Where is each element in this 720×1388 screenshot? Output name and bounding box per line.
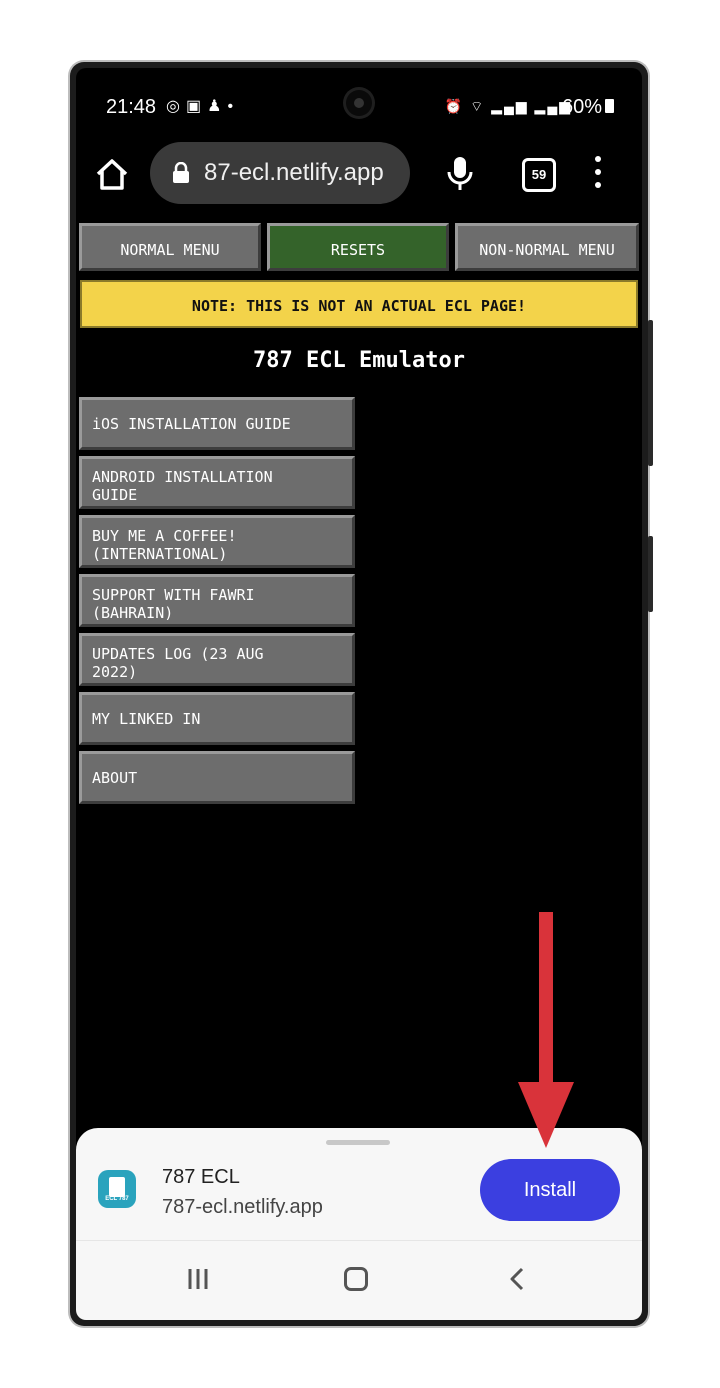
menu-item-label: iOS INSTALLATION GUIDE (92, 415, 291, 433)
install-button[interactable]: Install (480, 1159, 620, 1221)
battery-icon (605, 99, 614, 113)
normal-menu-button[interactable]: NORMAL MENU (79, 223, 261, 271)
battery-percent: 60% (561, 96, 602, 118)
menu-item-ios-guide[interactable]: iOS INSTALLATION GUIDE (79, 397, 355, 450)
instagram-icon: ◎ (166, 98, 186, 115)
menu-item-linkedin[interactable]: MY LINKED IN (79, 692, 355, 745)
wifi-icon: ⌔ (470, 98, 486, 114)
phone-screen: 21:48 ◎▣♟• ⏰ ⌔ ▂▄▆ ▂▄▆ 60% 87-ecl.netlif… (76, 68, 642, 1320)
power-button (648, 536, 653, 612)
non-normal-menu-button[interactable]: NON-NORMAL MENU (455, 223, 639, 271)
install-sheet: ECL 787 787 ECL 787-ecl.netlify.app Inst… (76, 1128, 642, 1320)
menu-item-about[interactable]: ABOUT (79, 751, 355, 804)
menu-item-label: 2022) (92, 663, 138, 681)
notification-icons: ◎▣♟• (166, 96, 239, 116)
resets-button[interactable]: RESETS (267, 223, 449, 271)
nav-home-icon[interactable] (344, 1267, 368, 1291)
microphone-icon (447, 157, 473, 190)
tabs-button[interactable]: 59 (522, 158, 556, 192)
app-name: 787 ECL (162, 1166, 240, 1188)
status-bar: 21:48 ◎▣♟• ⏰ ⌔ ▂▄▆ ▂▄▆ 60% (76, 68, 642, 148)
battery-level: 60% (562, 96, 614, 119)
snapchat-icon: ♟ (207, 98, 228, 115)
menu-list: iOS INSTALLATION GUIDE ANDROID INSTALLAT… (79, 397, 355, 810)
document-icon (109, 1177, 125, 1197)
menu-item-fawri[interactable]: SUPPORT WITH FAWRI (BAHRAIN) (79, 574, 355, 627)
menu-item-label: BUY ME A COFFEE! (92, 527, 237, 545)
more-vertical-icon (595, 169, 601, 175)
menu-item-updates-log[interactable]: UPDATES LOG (23 AUG 2022) (79, 633, 355, 686)
voice-search-button[interactable] (446, 156, 474, 192)
page-title: 787 ECL Emulator (253, 348, 465, 373)
url-text: 87-ecl.netlify.app (204, 159, 384, 186)
menu-item-label: SUPPORT WITH FAWRI (92, 586, 255, 604)
menu-item-buy-coffee[interactable]: BUY ME A COFFEE! (INTERNATIONAL) (79, 515, 355, 568)
home-button[interactable] (94, 156, 130, 192)
menu-item-label: UPDATES LOG (23 AUG (92, 645, 264, 663)
app-icon-label: ECL 787 (105, 1196, 129, 1202)
gallery-icon: ▣ (185, 98, 208, 115)
alarm-icon: ⏰ (444, 98, 465, 114)
signal-icon: ▂▄▆ (491, 98, 529, 114)
app-domain: 787-ecl.netlify.app (162, 1196, 323, 1218)
lock-icon (173, 162, 189, 183)
menu-item-label: MY LINKED IN (92, 710, 201, 728)
home-icon (96, 159, 128, 190)
menu-item-label: (BAHRAIN) (92, 604, 174, 622)
menu-item-label: GUIDE (92, 486, 138, 504)
navigation-bar (76, 1240, 642, 1320)
status-time: 21:48 (106, 96, 157, 118)
recent-apps-icon[interactable] (186, 1267, 210, 1291)
menu-item-label: ABOUT (92, 769, 138, 787)
menu-item-label: (INTERNATIONAL) (92, 545, 228, 563)
app-icon: ECL 787 (98, 1170, 136, 1208)
dot-icon: • (227, 98, 240, 115)
volume-button (648, 320, 653, 466)
note-banner: NOTE: THIS IS NOT AN ACTUAL ECL PAGE! (80, 280, 638, 328)
back-icon[interactable] (506, 1267, 530, 1291)
red-arrow-annotation (518, 912, 574, 1148)
drag-handle[interactable] (326, 1140, 390, 1145)
more-vertical-icon (595, 156, 601, 162)
address-bar[interactable]: 87-ecl.netlify.app (150, 142, 410, 204)
menu-item-label: ANDROID INSTALLATION (92, 468, 273, 486)
menu-item-android-guide[interactable]: ANDROID INSTALLATION GUIDE (79, 456, 355, 509)
browser-menu-button[interactable] (594, 156, 602, 192)
more-vertical-icon (595, 182, 601, 188)
system-icons: ⏰ ⌔ ▂▄▆ ▂▄▆ (445, 98, 572, 116)
front-camera (346, 90, 372, 116)
signal-icon: ▂▄▆ (534, 98, 572, 114)
